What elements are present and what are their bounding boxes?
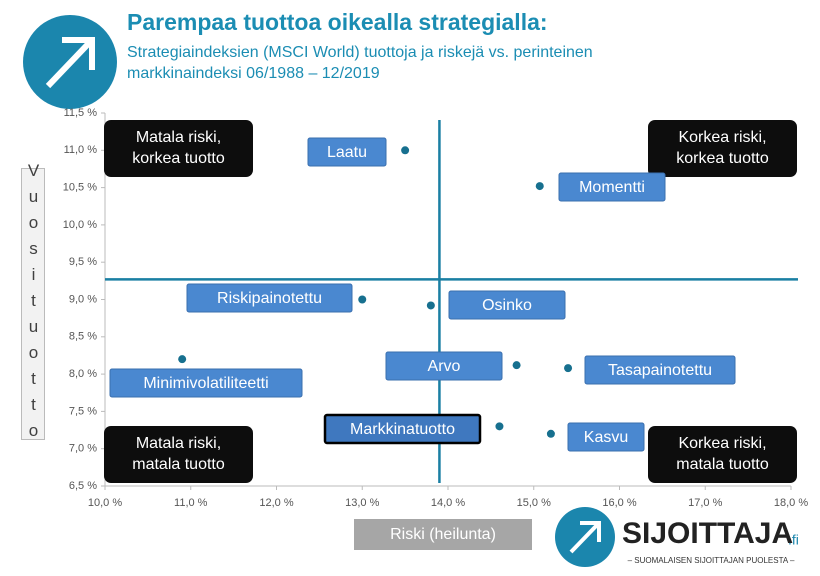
point-label-box bbox=[307, 137, 387, 167]
y-tick-label: 6,5 % bbox=[69, 480, 97, 492]
point-label: Markkinatuotto bbox=[350, 421, 455, 438]
x-tick-label: 10,0 % bbox=[88, 497, 122, 509]
quadrant-line: korkea tuotto bbox=[676, 150, 769, 167]
point-label: Momentti bbox=[579, 179, 645, 196]
x-tick-label: 13,0 % bbox=[345, 497, 379, 509]
chart-subtitle: markkinaindeksi 06/1988 – 12/2019 bbox=[127, 65, 380, 82]
x-axis-label: Riski (heilunta) bbox=[390, 526, 496, 543]
quadrant-line: matala tuotto bbox=[676, 456, 769, 473]
quadrant-label: Korkea riski, korkea tuotto bbox=[676, 129, 769, 167]
point bbox=[495, 422, 504, 431]
point-label: Kasvu bbox=[584, 429, 628, 446]
y-tick-label: 10,0 % bbox=[63, 219, 97, 231]
point-label: Osinko bbox=[482, 297, 532, 314]
point-label-box bbox=[109, 368, 303, 398]
y-tick-label: 7,0 % bbox=[69, 443, 97, 455]
quadrant-label: Korkea riski, matala tuotto bbox=[676, 435, 769, 473]
y-tick-label: 10,5 % bbox=[63, 182, 97, 194]
y-tick-label: 9,5 % bbox=[69, 256, 97, 268]
point-label: Minimivolatiliteetti bbox=[143, 375, 268, 392]
quadrant-box bbox=[648, 426, 797, 483]
quadrant-box bbox=[648, 120, 797, 177]
x-tick-label: 14,0 % bbox=[431, 497, 465, 509]
chart-title: Parempaa tuottoa oikealla strategialla: bbox=[127, 9, 548, 35]
quadrant-line: Matala riski, bbox=[136, 435, 221, 452]
logo-tagline: – SUOMALAISEN SIJOITTAJAN PUOLESTA – bbox=[628, 556, 795, 565]
y-tick-label: 8,0 % bbox=[69, 368, 97, 380]
x-tick-label: 16,0 % bbox=[602, 497, 636, 509]
quadrant-label: Matala riski, korkea tuotto bbox=[132, 129, 225, 167]
y-tick-label: 9,0 % bbox=[69, 293, 97, 305]
x-tick-label: 17,0 % bbox=[688, 497, 722, 509]
point bbox=[512, 361, 521, 370]
y-tick-label: 8,5 % bbox=[69, 331, 97, 343]
point-label: Arvo bbox=[428, 358, 461, 375]
quadrant-label: Matala riski, matala tuotto bbox=[132, 435, 225, 473]
quadrant-box bbox=[104, 426, 253, 483]
point bbox=[178, 355, 187, 364]
point-label: Laatu bbox=[327, 144, 367, 161]
logo bbox=[555, 507, 615, 567]
point bbox=[401, 146, 410, 155]
point-label-box bbox=[323, 413, 482, 445]
y-tick-label: 11,5 % bbox=[64, 107, 98, 119]
x-tick-label: 12,0 % bbox=[259, 497, 293, 509]
point-label-box bbox=[448, 290, 566, 320]
quadrant-line: Korkea riski, bbox=[678, 435, 766, 452]
y-tick-label: 11,0 % bbox=[64, 144, 98, 156]
quadrant-line: Matala riski, bbox=[136, 129, 221, 146]
point-label-box bbox=[186, 283, 353, 313]
x-tick-label: 11,0 % bbox=[174, 497, 208, 509]
logo-suffix: .fi bbox=[788, 532, 799, 548]
point-label-box bbox=[558, 172, 666, 202]
y-tick-label: 7,5 % bbox=[69, 405, 97, 417]
point bbox=[546, 429, 555, 438]
point bbox=[426, 301, 435, 310]
quadrant-line: matala tuotto bbox=[132, 456, 225, 473]
y-axis-label: Vuosituotto bbox=[21, 161, 45, 447]
point bbox=[564, 364, 573, 373]
point bbox=[535, 182, 544, 191]
point-label: Riskipainotettu bbox=[217, 290, 322, 307]
quadrant-line: korkea tuotto bbox=[132, 150, 225, 167]
point-label: Tasapainotettu bbox=[608, 362, 712, 379]
x-tick-label: 18,0 % bbox=[774, 497, 808, 509]
point-label-box bbox=[584, 355, 736, 385]
point bbox=[358, 295, 367, 304]
x-label-box bbox=[354, 519, 532, 550]
x-tick-label: 15,0 % bbox=[517, 497, 551, 509]
point-label-box bbox=[385, 351, 503, 381]
quadrant-box bbox=[104, 120, 253, 177]
point-label-box bbox=[567, 422, 645, 452]
quadrant-line: Korkea riski, bbox=[678, 129, 766, 146]
logo-name: SIJOITTAJA bbox=[622, 517, 793, 550]
logo-icon bbox=[23, 15, 117, 109]
chart-subtitle: Strategiaindeksien (MSCI World) tuottoja… bbox=[127, 44, 593, 61]
